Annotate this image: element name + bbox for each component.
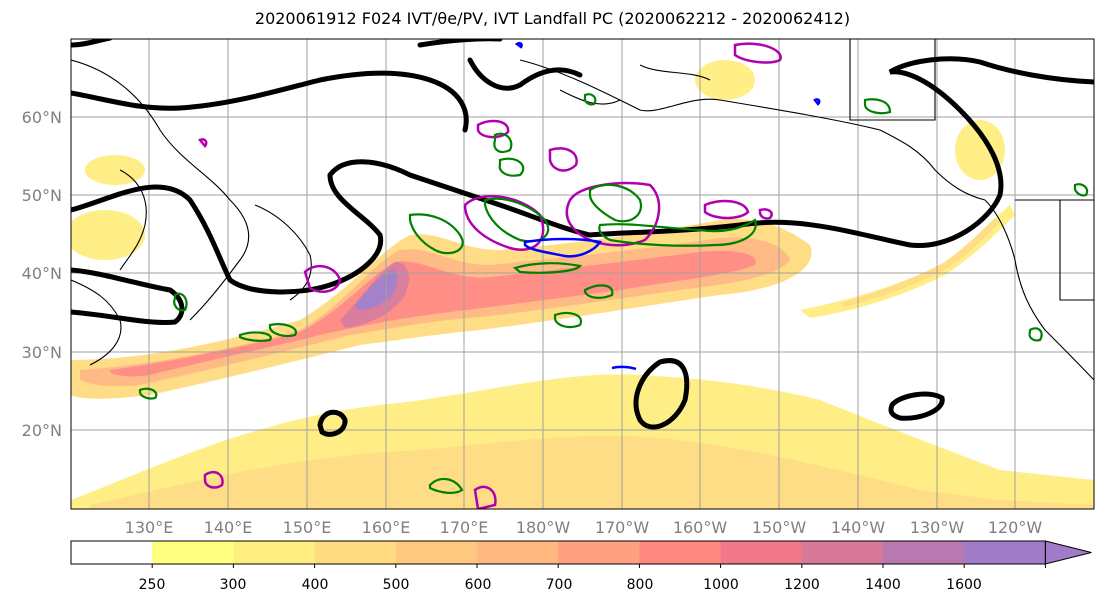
lon-label: 150°W xyxy=(752,518,807,537)
colorbar-segment xyxy=(801,541,884,564)
colorbar-tick-label: 400 xyxy=(302,577,329,593)
pv-contours xyxy=(197,42,782,509)
lon-label: 160°E xyxy=(362,518,411,537)
landfall-pc-contours xyxy=(138,93,1089,494)
colorbar-tick-label: 500 xyxy=(383,577,410,593)
lon-label: 150°E xyxy=(283,518,332,537)
colorbar-tick-label: 300 xyxy=(220,577,247,593)
colorbar-segment xyxy=(314,541,397,564)
lon-label: 130°W xyxy=(910,518,965,537)
colorbar-segment xyxy=(152,541,234,564)
colorbar-segment xyxy=(883,541,965,564)
lon-label: 140°W xyxy=(831,518,886,537)
map-title: 2020061912 F024 IVT/θe/PV, IVT Landfall … xyxy=(254,9,851,28)
colorbar-segment xyxy=(720,541,803,564)
colorbar-segment xyxy=(233,541,316,564)
colorbar xyxy=(70,540,1092,568)
colorbar-tick-label: 1200 xyxy=(784,577,820,593)
lon-label: 170°W xyxy=(595,518,650,537)
colorbar-tick-label: 1000 xyxy=(703,577,739,593)
lat-label: 20°N xyxy=(22,421,62,440)
ivt-shading xyxy=(71,60,1094,509)
colorbar-tick-label: 600 xyxy=(465,577,492,593)
colorbar-segment xyxy=(477,541,559,564)
latitude-labels: 60°N 50°N 40°N 30°N 20°N xyxy=(22,108,62,440)
lon-label: 180°W xyxy=(516,518,571,537)
colorbar-segment xyxy=(558,541,640,564)
colorbar-tick-label: 1400 xyxy=(865,577,901,593)
lon-label: 140°E xyxy=(204,518,253,537)
lon-label: 160°W xyxy=(673,518,728,537)
colorbar-tick-label: 250 xyxy=(139,577,166,593)
colorbar-segment xyxy=(71,541,153,564)
colorbar-tick-label: 700 xyxy=(546,577,573,593)
graticule xyxy=(71,39,1094,509)
lat-label: 60°N xyxy=(22,108,62,127)
colorbar-tick-label: 800 xyxy=(627,577,654,593)
low-contours xyxy=(514,41,821,371)
colorbar-segment xyxy=(395,541,478,564)
map-frame xyxy=(70,38,1095,510)
colorbar-segment xyxy=(639,541,722,564)
colorbar-extend-arrow xyxy=(1044,540,1092,565)
longitude-labels: 130°E 140°E 150°E 160°E 170°E 180°W 170°… xyxy=(125,518,1043,537)
coastlines xyxy=(71,39,1094,381)
lat-label: 50°N xyxy=(22,186,62,205)
lon-label: 170°E xyxy=(440,518,489,537)
lon-label: 130°E xyxy=(125,518,174,537)
lat-label: 30°N xyxy=(22,343,62,362)
lon-label: 120°W xyxy=(988,518,1043,537)
colorbar-tick-label: 1600 xyxy=(946,577,982,593)
lat-label: 40°N xyxy=(22,264,62,283)
colorbar-segment xyxy=(964,541,1046,564)
colorbar-tick-labels: 250 300 400 500 600 700 800 1000 1200 14… xyxy=(139,577,982,593)
